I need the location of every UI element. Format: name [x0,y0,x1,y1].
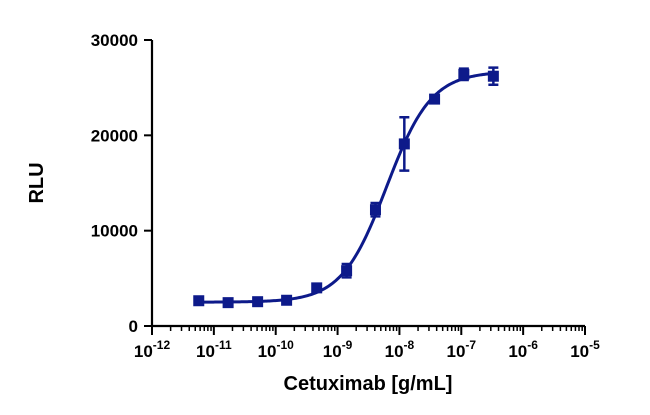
y-axis-title: RLU [26,162,48,203]
data-points [193,66,499,309]
data-marker [429,93,441,105]
axes [150,40,585,328]
data-point [369,201,381,218]
x-tick-label: 10-5 [570,338,600,361]
y-tick-label: 20000 [91,126,138,145]
data-point [429,93,441,105]
x-tick-label: 10-12 [134,338,171,361]
data-marker [369,204,381,216]
x-tick-label: 10-8 [385,338,415,361]
y-tick-label: 10000 [91,222,138,241]
data-point [281,294,293,306]
data-marker [398,138,410,150]
data-marker [222,297,234,309]
data-point [252,296,264,308]
data-point [398,115,410,172]
data-marker [193,295,205,307]
data-marker [487,70,499,82]
data-point [193,295,205,307]
x-ticks: 10-12 10-11 10-10 10-9 10-8 10-7 10-6 10-5 [134,326,600,361]
x-tick-label: 10-7 [446,338,476,361]
data-point [487,66,499,87]
data-marker [252,296,264,308]
y-ticks: 0 10000 20000 30000 [91,31,152,336]
data-marker [281,294,293,306]
data-point [458,67,470,82]
y-tick-label: 0 [129,317,138,336]
data-marker [311,282,323,294]
x-tick-label: 10-10 [258,338,295,361]
data-point [222,297,234,309]
x-tick-label: 10-9 [323,338,353,361]
x-tick-label: 10-11 [196,338,232,361]
data-point [341,262,353,279]
data-marker [341,265,353,277]
data-marker [458,68,470,80]
x-tick-label: 10-6 [508,338,538,361]
data-point [311,282,323,294]
y-tick-label: 30000 [91,31,138,50]
x-axis-title: Cetuximab [g/mL] [284,373,453,395]
